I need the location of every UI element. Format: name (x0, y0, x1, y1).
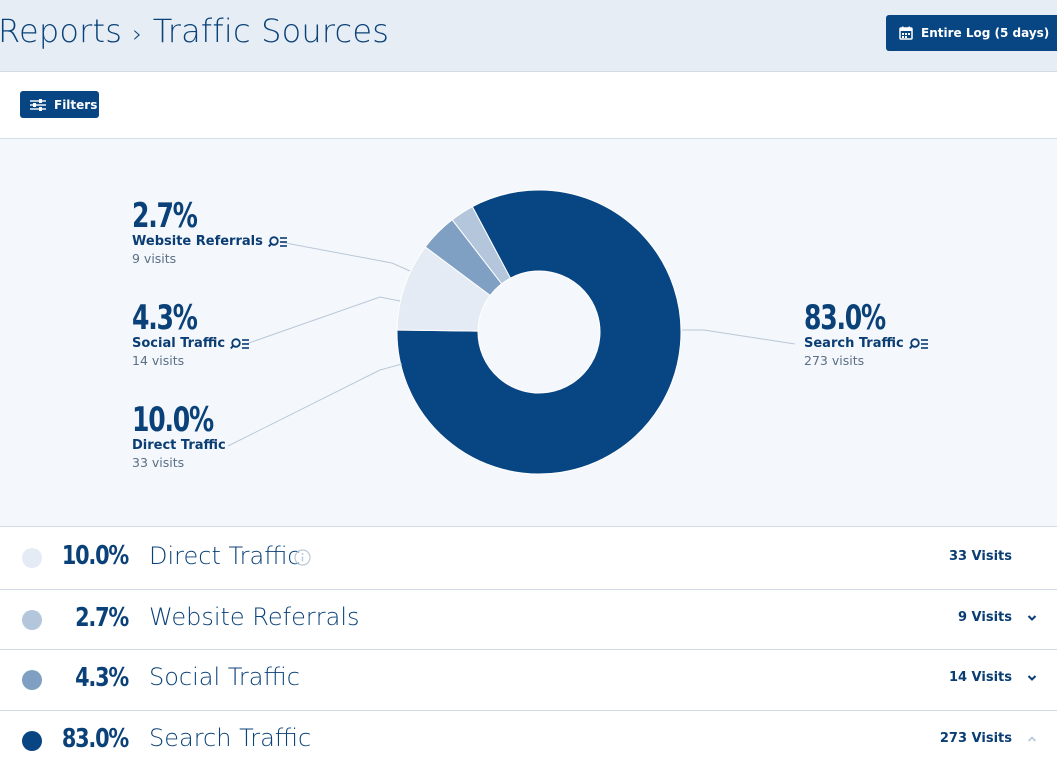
date-range-button[interactable]: Entire Log (5 days) (886, 15, 1057, 51)
callout-referrals-name-row: Website Referrals (132, 234, 288, 250)
table-row-social[interactable]: 4.3% Social Traffic 14 Visits (0, 650, 1057, 711)
leader-line-referrals (279, 241, 411, 272)
row-visits: 9 Visits (957, 610, 1012, 625)
callout-direct-pct: 10.0% (132, 400, 214, 440)
filter-bar: Filters (0, 72, 1057, 139)
date-range-label: Entire Log (5 days) (921, 26, 1050, 40)
donut-slice-website-referrals[interactable] (451, 205, 512, 285)
callout-social-visits: 14 visits (132, 353, 185, 368)
filters-button[interactable]: Filters (20, 91, 99, 118)
row-pct: 10.0% (61, 541, 129, 571)
callout-social: 4.3% Social Traffic 14 visits (132, 300, 250, 369)
row-visits: 273 Visits (939, 731, 1012, 746)
row-name: Social Traffic (149, 663, 300, 691)
table-row-referrals[interactable]: 2.7% Website Referrals 9 Visits (0, 590, 1057, 650)
callout-search: 83.0% Search Traffic 273 visits (804, 300, 929, 369)
row-pct: 4.3% (75, 663, 129, 693)
chevron-down-icon[interactable] (1027, 674, 1037, 682)
callout-referrals-pct: 2.7% (132, 196, 198, 236)
sliders-icon (30, 98, 46, 111)
calendar-icon (899, 26, 913, 40)
donut-chart (227, 189, 796, 475)
leader-line-direct (227, 363, 403, 447)
chevron-down-icon[interactable] (1027, 614, 1037, 622)
header-bar: Reports › Traffic Sources Entire Log (5 … (0, 0, 1057, 72)
callout-direct-name: Direct Traffic (132, 438, 226, 453)
breadcrumb-separator: › (132, 20, 143, 48)
callout-social-pct: 4.3% (132, 298, 198, 338)
legend-dot-social (22, 670, 42, 690)
legend-dot-search (22, 731, 42, 751)
legend-dot-direct (22, 548, 42, 568)
callout-search-name: Search Traffic (804, 336, 904, 351)
callout-search-visits: 273 visits (804, 353, 865, 368)
callout-referrals-visits: 9 visits (132, 251, 177, 266)
breadcrumb-root[interactable]: Reports (0, 12, 123, 50)
row-name: Search Traffic (149, 724, 312, 752)
callout-search-name-row: Search Traffic (804, 336, 929, 352)
table-row-direct[interactable]: 10.0% Direct Traffic 33 Visits (0, 527, 1057, 590)
callout-direct-visits: 33 visits (132, 455, 185, 470)
table-row-search[interactable]: 83.0% Search Traffic 273 Visits (0, 711, 1057, 769)
donut-slice-search-traffic[interactable] (396, 189, 682, 475)
callout-referrals: 2.7% Website Referrals 9 visits (132, 198, 288, 267)
row-visits: 33 Visits (948, 549, 1012, 564)
search-list-icon[interactable] (267, 236, 288, 248)
breadcrumb-current: Traffic Sources (152, 12, 390, 50)
callout-social-name: Social Traffic (132, 336, 226, 351)
callout-search-pct: 83.0% (804, 298, 886, 338)
row-visits: 14 Visits (948, 670, 1012, 685)
chart-area: 2.7% Website Referrals 9 visits 4.3% Soc… (0, 139, 1057, 527)
search-list-icon[interactable] (230, 338, 250, 350)
callout-direct: 10.0% Direct Traffic 33 visits (132, 402, 231, 471)
row-name: Direct Traffic (149, 542, 301, 570)
page-title: Reports › Traffic Sources (0, 12, 389, 50)
filters-label: Filters (54, 97, 98, 112)
leader-line-social (245, 296, 401, 345)
callout-social-name-row: Social Traffic (132, 336, 250, 352)
row-name: Website Referrals (149, 603, 360, 631)
search-list-icon[interactable] (908, 338, 929, 350)
info-icon[interactable] (294, 549, 311, 570)
legend-dot-referrals (22, 610, 42, 630)
row-pct: 83.0% (61, 724, 129, 754)
callout-referrals-name: Website Referrals (132, 234, 263, 249)
chevron-up-icon[interactable] (1027, 735, 1037, 743)
traffic-source-list: 10.0% Direct Traffic 33 Visits 2.7% Webs… (0, 527, 1057, 769)
row-pct: 2.7% (75, 603, 129, 633)
leader-line-search (682, 329, 796, 345)
